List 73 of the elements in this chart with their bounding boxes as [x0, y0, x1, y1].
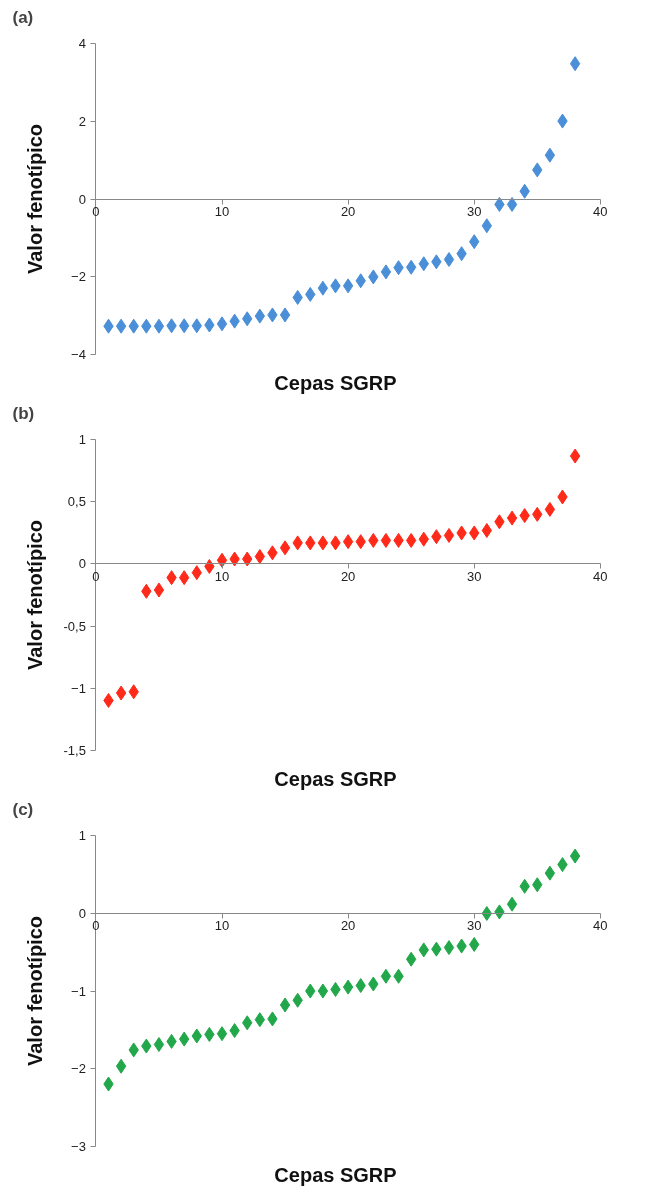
point [443, 527, 455, 543]
point [317, 535, 329, 551]
point [115, 318, 127, 334]
chart-title: (a) [12, 7, 34, 27]
x-axis-title: Cepas SGRP [274, 767, 397, 790]
point [153, 1037, 165, 1053]
y-tick-label: −1 [71, 680, 86, 696]
chart-title: (b) [12, 403, 35, 423]
point [342, 534, 354, 550]
point [153, 582, 165, 598]
x-tick-label: 40 [593, 204, 608, 219]
y-tick-label: −2 [71, 1061, 86, 1077]
chart-title: (c) [12, 799, 34, 819]
x-tick-label: 30 [466, 918, 482, 934]
point [569, 448, 581, 464]
x-tick-label: 30 [466, 568, 482, 584]
x-axis-title: Cepas SGRP [274, 1163, 397, 1186]
y-tick-label: 0,5 [67, 494, 86, 510]
x-tick-label: 10 [214, 568, 230, 584]
point [443, 251, 455, 267]
x-tick-label: 30 [466, 204, 482, 219]
x-tick-label: 40 [593, 568, 608, 584]
point [342, 979, 354, 995]
y-tick-label: 1 [78, 828, 86, 844]
x-tick-label: 0 [92, 568, 100, 584]
x-tick-label: 0 [92, 918, 100, 934]
y-tick-label: −3 [71, 1138, 86, 1154]
point [569, 56, 581, 72]
y-tick-label: −4 [71, 346, 86, 362]
y-tick-label: 0 [78, 905, 86, 921]
point [544, 147, 556, 163]
point [544, 865, 556, 881]
point [317, 983, 329, 999]
x-axis-title: Cepas SGRP [274, 371, 397, 394]
point [216, 1026, 228, 1042]
point [115, 1058, 127, 1074]
y-tick-label: 2 [78, 113, 86, 129]
point [506, 510, 518, 526]
y-axis-title: Valor fenotípico [23, 123, 46, 275]
x-tick-label: 20 [340, 918, 356, 934]
x-tick-label: 10 [214, 204, 230, 219]
y-tick-label: 1 [78, 432, 86, 448]
x-tick-label: 0 [92, 204, 100, 219]
point [506, 196, 518, 212]
point [216, 316, 228, 332]
point [569, 848, 581, 864]
point [115, 685, 127, 701]
y-tick-label: -1,5 [63, 742, 86, 758]
y-tick-label: 0 [78, 556, 86, 572]
x-tick-label: 20 [340, 568, 356, 584]
point [279, 997, 291, 1013]
point [279, 307, 291, 323]
point [317, 280, 329, 296]
y-axis-title: Valor fenotípico [23, 519, 46, 671]
x-tick-label: 40 [593, 918, 608, 934]
x-tick-label: 10 [214, 918, 230, 934]
y-tick-label: -0,5 [63, 618, 86, 634]
point [342, 278, 354, 294]
y-tick-label: −1 [71, 983, 86, 999]
point [380, 532, 392, 548]
y-tick-label: 4 [78, 36, 86, 52]
point [380, 968, 392, 984]
point [443, 940, 455, 956]
point [380, 264, 392, 280]
y-tick-label: −2 [71, 269, 86, 285]
point [216, 552, 228, 568]
point [544, 501, 556, 517]
y-axis-title: Valor fenotípico [23, 915, 46, 1067]
point [506, 896, 518, 912]
point [279, 540, 291, 556]
point [153, 318, 165, 334]
x-tick-label: 20 [340, 204, 356, 219]
y-tick-label: 0 [78, 191, 86, 207]
